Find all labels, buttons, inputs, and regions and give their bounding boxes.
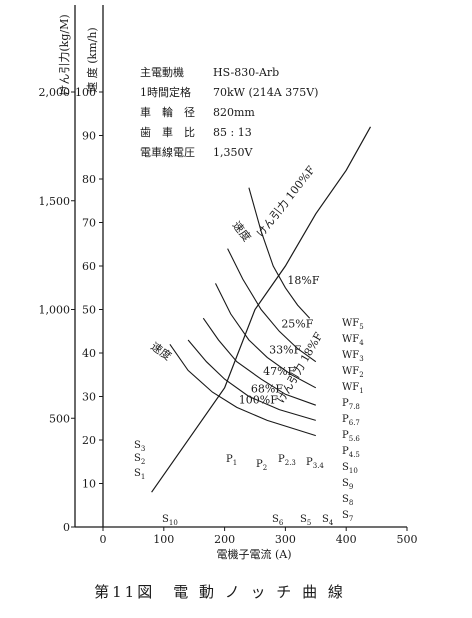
speed-curve-wf1 (187, 339, 316, 421)
te-tick-label: 0 (63, 521, 70, 534)
spec-label-wheel: 車 輪 径 (140, 105, 195, 119)
speed-tick-label: 100 (75, 86, 96, 99)
notch-label-inner: S4 (322, 514, 334, 527)
te-tick-label: 1,500 (39, 195, 71, 208)
speed-tick-label: 70 (82, 217, 96, 230)
field-label: 33%F (269, 343, 301, 356)
notch-label-right: WF1 (342, 382, 364, 395)
x-tick-label: 500 (397, 533, 418, 546)
speed-curve-wf5 (248, 187, 311, 319)
notch-label-inner: P2 (256, 459, 267, 472)
notch-label-right: P6.7 (342, 414, 360, 427)
spec-block: 主電動機 HS-830-Arb 1時間定格 70kW (214A 375V) 車… (140, 65, 318, 159)
notch-label-inner: P3.4 (306, 457, 324, 470)
speed-curve-wf3 (215, 283, 317, 389)
notch-label-inner: S5 (300, 514, 311, 527)
te-tick-label: 1,000 (39, 304, 71, 317)
te-axis-title: けん引力(kg/M) (57, 14, 71, 95)
te-tick-label: 2,000 (39, 86, 71, 99)
x-axis-title: 電機子電流 (A) (216, 547, 291, 561)
x-tick-label: 400 (336, 533, 357, 546)
x-tick-label: 100 (153, 533, 174, 546)
field-label: 68%F (251, 383, 283, 396)
spec-label-motor: 主電動機 (140, 65, 184, 79)
speed-curve-label-upper: 速度 (230, 218, 255, 244)
speed-curve-p7-8 (169, 343, 316, 437)
speed-curve-label-lower: 速度 (148, 339, 174, 363)
spec-label-voltage: 電車線電圧 (140, 145, 195, 159)
notch-label-right: WF3 (342, 350, 364, 363)
speed-axis-title: 速 度 (km/h) (85, 27, 99, 92)
notch-label-inner: S10 (162, 514, 178, 527)
field-label: 47%F (263, 365, 295, 378)
spec-value-gear: 85 : 13 (213, 126, 252, 139)
speed-tick-label: 40 (82, 347, 96, 360)
speed-tick-label: 90 (82, 130, 96, 143)
field-label: 25%F (281, 317, 313, 330)
notch-label-inner: S1 (134, 468, 145, 481)
speed-tick-label: 10 (82, 478, 96, 491)
notch-label-right: P5.6 (342, 430, 360, 443)
notch-label-inner: S3 (134, 440, 145, 453)
spec-label-gear: 歯 車 比 (140, 125, 195, 139)
te-tick-label: 500 (49, 412, 70, 425)
speed-curve-wf4 (227, 248, 317, 363)
notch-label-inner: S6 (272, 514, 284, 527)
notch-label-inner: S2 (134, 453, 145, 466)
spec-value-voltage: 1,350V (213, 146, 253, 159)
speed-tick-label: 80 (82, 173, 96, 186)
te-curve-label-upper: けん引力 100%F (253, 163, 318, 240)
notch-label-right: WF5 (342, 318, 364, 331)
tractive-effort-line (151, 126, 372, 493)
notch-label-right: S8 (342, 494, 353, 507)
field-label: 100%F (239, 393, 278, 406)
speed-tick-label: 50 (82, 304, 96, 317)
notch-label-right: WF4 (342, 334, 364, 347)
figure-caption: 第11図 電 動 ノ ッ チ 曲 線 (94, 583, 346, 601)
notch-label-right: WF2 (342, 366, 364, 379)
field-label: 18%F (287, 274, 319, 287)
spec-value-rating: 70kW (214A 375V) (213, 86, 318, 99)
x-tick-label: 0 (100, 533, 107, 546)
notch-label-right: S7 (342, 510, 353, 523)
notch-label-right: P7.8 (342, 398, 360, 411)
speed-tick-label: 60 (82, 260, 96, 273)
speed-curve-wf2 (202, 317, 316, 406)
notch-label-right: P4.5 (342, 446, 360, 459)
notch-label-inner: P1 (226, 454, 237, 467)
x-tick-label: 300 (275, 533, 296, 546)
speed-tick-label: 20 (82, 434, 96, 447)
spec-value-wheel: 820mm (213, 106, 255, 119)
notch-label-right: S9 (342, 478, 353, 491)
spec-label-rating: 1時間定格 (140, 85, 191, 99)
notch-label-inner: P2.3 (278, 454, 296, 467)
speed-tick-label: 30 (82, 391, 96, 404)
ticks-layer: 0 100 200 300 400 500 10 20 30 40 50 60 70 80 90 100 0 50… (39, 86, 418, 546)
notch-label-right: S10 (342, 462, 358, 475)
spec-value-motor: HS-830-Arb (213, 66, 279, 79)
x-tick-label: 200 (214, 533, 235, 546)
curves-layer (151, 126, 372, 493)
